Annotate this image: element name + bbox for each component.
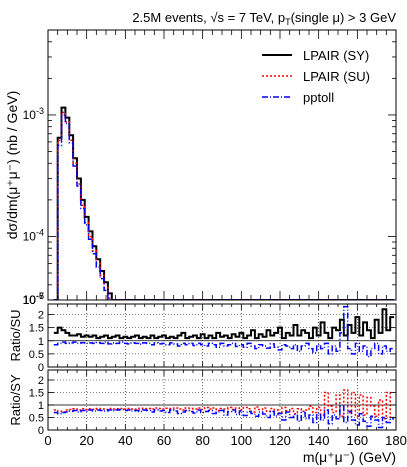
y-tick-label: 10-6 (23, 291, 44, 307)
y-tick-label: 0.5 (29, 413, 44, 425)
header-subscript: T (285, 17, 291, 27)
y-tick-label: 0.5 (29, 349, 44, 361)
y-axis-title: Ratio/SY (8, 374, 23, 426)
y-axis: 00.511.52 (29, 310, 396, 374)
y-tick-exponent: -4 (36, 227, 44, 237)
y-axis: 00.511.52 (29, 375, 396, 437)
y-tick-label: 10-7 (23, 291, 44, 307)
x-tick-label: 20 (79, 433, 93, 448)
series-line-pptoll (53, 405, 395, 429)
y-tick-label: 0 (38, 425, 44, 437)
x-tick-label: 60 (157, 433, 171, 448)
series-line-su (53, 389, 395, 420)
y-tick-label: 0 (38, 362, 44, 374)
y-tick-label: 1.5 (29, 388, 44, 400)
header-suffix: (single μ) > 3 GeV (291, 10, 397, 25)
y-tick-mantissa: 10 (23, 293, 37, 307)
svg-text:2.5M events, √s = 7 TeV, pT(si: 2.5M events, √s = 7 TeV, pT(single μ) > … (132, 10, 396, 27)
x-tick-label: 40 (118, 433, 132, 448)
y-tick-label: 1.5 (29, 323, 44, 335)
y-axis-title: dσ/dm(μ⁺μ⁻) (nb / GeV) (4, 91, 20, 239)
header-prefix: 2.5M events, √s = 7 TeV, p (132, 10, 285, 25)
y-tick-exponent: -6 (36, 291, 44, 301)
y-tick-mantissa: 10 (23, 108, 37, 122)
series-line-sy (53, 308, 395, 340)
x-tick-label: 140 (308, 433, 330, 448)
x-axis-title: m(μ⁺μ⁻) (GeV) (303, 449, 396, 465)
y-tick-label: 10-3 (23, 106, 44, 122)
x-tick-label: 180 (385, 433, 407, 448)
series-group (53, 389, 395, 429)
legend: LPAIR (SY) LPAIR (SU) pptoll (262, 48, 370, 105)
y-tick-exponent: -5 (36, 291, 44, 301)
legend-label: pptoll (303, 90, 334, 105)
x-ticks (47, 30, 397, 300)
y-tick-exponent: -3 (36, 106, 44, 116)
legend-label: LPAIR (SU) (303, 69, 370, 84)
x-tick-label: 0 (44, 433, 51, 448)
series-line-pptoll (53, 305, 395, 358)
y-axis: 10-310-410-510-610-7 (23, 29, 396, 307)
x-tick-label: 80 (195, 433, 209, 448)
x-tick-label: 100 (230, 433, 252, 448)
series-group (53, 305, 395, 358)
y-tick-label: 2 (38, 375, 44, 387)
y-tick-exponent: -7 (36, 291, 44, 301)
y-tick-label: 1 (38, 400, 44, 412)
header-text: 2.5M events, √s = 7 TeV, pT(single μ) > … (132, 10, 396, 27)
legend-label: LPAIR (SY) (303, 48, 369, 63)
series-group (53, 106, 395, 300)
y-tick-label: 2 (38, 310, 44, 322)
series-line-sy (53, 106, 395, 300)
x-tick-label: 160 (346, 433, 368, 448)
y-tick-mantissa: 10 (23, 293, 37, 307)
y-tick-label: 1 (38, 336, 44, 348)
y-tick-label: 10-5 (23, 291, 44, 307)
y-tick-label: 10-4 (23, 227, 44, 243)
x-tick-label: 120 (269, 433, 291, 448)
y-tick-mantissa: 10 (23, 229, 37, 243)
y-axis-title: Ratio/SU (8, 309, 23, 361)
x-ticks (47, 304, 397, 367)
x-ticks (47, 370, 397, 430)
y-tick-mantissa: 10 (23, 293, 37, 307)
